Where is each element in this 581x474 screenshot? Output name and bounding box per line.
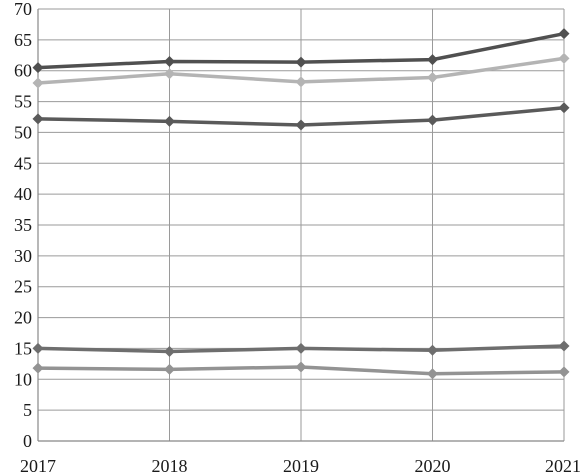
y-tick-label: 65 (14, 30, 32, 50)
y-tick-label: 15 (14, 338, 32, 358)
data-point-marker (164, 115, 175, 127)
y-tick-label: 60 (14, 61, 32, 81)
data-point-marker (295, 76, 307, 88)
y-tick-label: 40 (14, 184, 32, 204)
data-point-marker (427, 368, 438, 380)
series-4 (32, 340, 570, 358)
gridlines (38, 8, 565, 441)
data-point-marker (558, 52, 570, 64)
y-tick-label: 10 (14, 369, 32, 389)
series-3 (32, 102, 570, 131)
y-tick-label: 45 (14, 153, 32, 173)
data-point-marker (32, 77, 44, 89)
x-tick-label: 2019 (283, 456, 319, 474)
y-tick-label: 25 (14, 277, 32, 297)
data-point-marker (32, 362, 44, 374)
data-point-marker (32, 342, 44, 354)
data-point-marker (164, 363, 175, 375)
data-point-marker (295, 361, 307, 373)
y-tick-label: 35 (14, 215, 32, 235)
y-axis-tick-labels: 0 5 10 15 20 25 30 35 40 45 50 55 60 65 70 (14, 0, 32, 451)
y-tick-label: 50 (14, 122, 32, 142)
data-point-marker (427, 72, 438, 84)
y-tick-label: 5 (23, 400, 32, 420)
y-tick-label: 70 (14, 0, 32, 19)
x-tick-label: 2020 (415, 456, 451, 474)
data-point-marker (295, 119, 307, 131)
y-tick-label: 0 (23, 431, 32, 451)
data-point-marker (164, 346, 175, 358)
data-point-marker (558, 340, 570, 352)
x-tick-label: 2018 (152, 456, 188, 474)
series-2 (32, 52, 570, 89)
y-tick-label: 55 (14, 92, 32, 112)
data-point-marker (164, 55, 175, 67)
data-point-marker (164, 68, 175, 80)
series-5 (32, 361, 570, 380)
data-point-marker (295, 56, 307, 68)
series-1 (32, 28, 570, 74)
data-point-marker (558, 28, 570, 40)
data-point-marker (427, 54, 438, 66)
y-tick-label: 30 (14, 246, 32, 266)
x-tick-label: 2021 (545, 456, 581, 474)
y-tick-label: 20 (14, 308, 32, 328)
data-point-marker (295, 342, 307, 354)
x-axis-tick-labels: 2017 2018 2019 2020 2021 (20, 456, 581, 474)
data-point-marker (32, 62, 44, 74)
data-point-marker (558, 102, 570, 114)
data-point-marker (558, 366, 570, 378)
data-point-marker (32, 113, 44, 125)
series-group (32, 28, 570, 380)
x-tick-label: 2017 (20, 456, 56, 474)
data-point-marker (427, 344, 438, 356)
data-point-marker (427, 114, 438, 126)
